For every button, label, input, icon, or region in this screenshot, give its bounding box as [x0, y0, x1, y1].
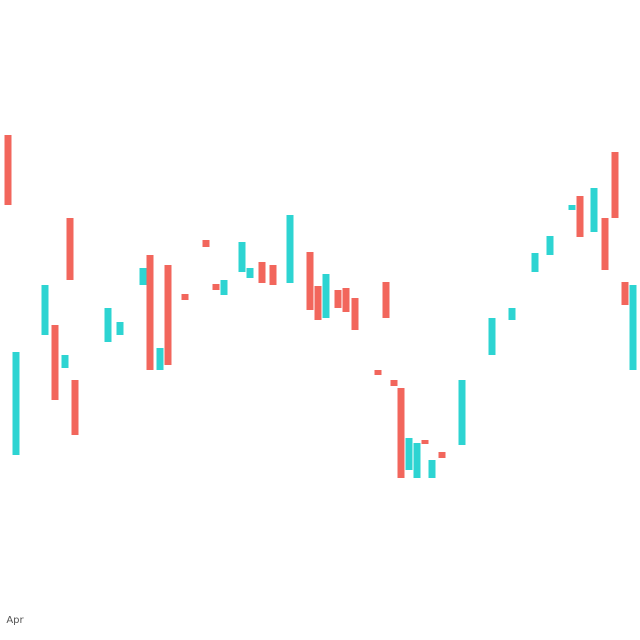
candle-body [390, 380, 398, 386]
candle-body [306, 252, 314, 310]
candle-body [71, 380, 79, 435]
candle-body [488, 318, 496, 355]
candle-body [286, 215, 294, 283]
candle-body [405, 438, 413, 470]
candle-body [458, 380, 466, 445]
candle-body [508, 308, 516, 320]
candle-body [351, 298, 359, 330]
candle-body [374, 370, 382, 375]
candle-body [51, 325, 59, 400]
candle-body [576, 196, 584, 237]
candle-body [61, 355, 69, 368]
candle-body [146, 255, 154, 370]
candle-body [428, 460, 436, 478]
candle-body [104, 308, 112, 342]
candle-body [258, 262, 266, 283]
candle-body [220, 280, 228, 295]
candle-body [382, 282, 390, 318]
candle-body [269, 265, 277, 285]
candle-body [139, 268, 147, 285]
candle-body [12, 352, 20, 455]
candle-body [621, 282, 629, 305]
candle-body [629, 285, 637, 370]
candle-body [438, 452, 446, 458]
candle-body [590, 188, 598, 232]
candle-body [397, 388, 405, 478]
candle-body [546, 236, 554, 255]
candle-body [322, 274, 330, 318]
x-tick-label: Apr [6, 615, 24, 626]
candle-body [342, 288, 350, 312]
candle-body [334, 290, 342, 308]
candle-body [212, 284, 220, 290]
candle-body [238, 242, 246, 272]
candle-body [314, 286, 322, 320]
candle-body [116, 322, 124, 335]
candle-body [164, 265, 172, 365]
candle-body [41, 285, 49, 335]
candle-body [531, 253, 539, 272]
candle-body [568, 205, 576, 210]
candle-body [4, 135, 12, 205]
candle-body [601, 218, 609, 270]
candle-body [611, 152, 619, 218]
candle-body [181, 294, 189, 300]
candle-body [246, 268, 254, 278]
candle-body [421, 440, 429, 444]
candle-body [202, 240, 210, 247]
candle-body [413, 443, 421, 478]
candle-body [156, 348, 164, 370]
candle-body [66, 218, 74, 280]
